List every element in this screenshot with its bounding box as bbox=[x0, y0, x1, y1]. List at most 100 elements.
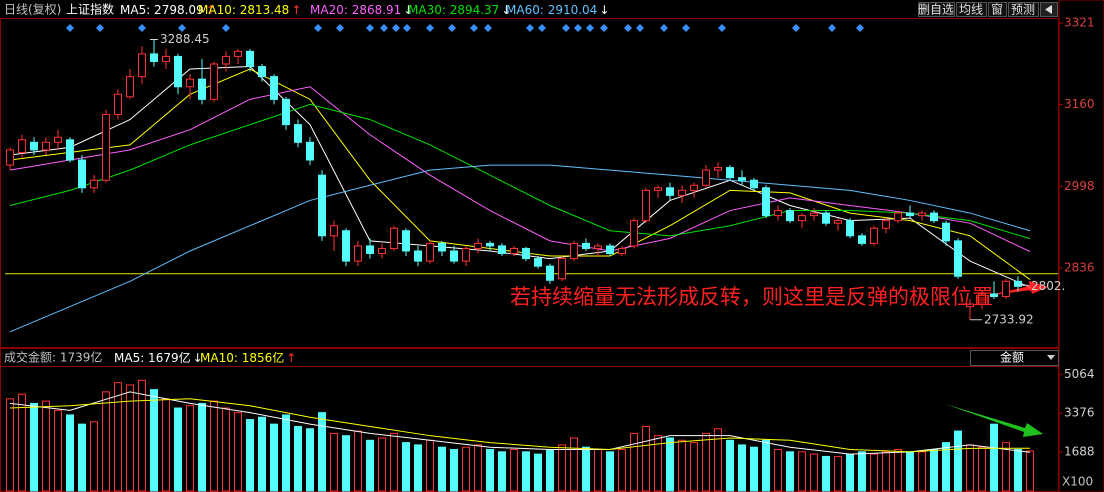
candle-body bbox=[642, 189, 650, 222]
high-label: 3288.45 bbox=[160, 32, 210, 46]
legend-arrow: ↑ bbox=[206, 3, 216, 17]
toolbar-label[interactable]: 窗 bbox=[991, 3, 1003, 17]
toolbar-button[interactable] bbox=[1008, 2, 1039, 17]
candle-body bbox=[1002, 280, 1010, 297]
signal-diamond bbox=[484, 24, 492, 32]
toolbar-button[interactable] bbox=[956, 2, 987, 17]
low-label: 2733.92 bbox=[984, 312, 1034, 326]
ma-line bbox=[9, 164, 1031, 333]
toolbar-label[interactable]: 均线 bbox=[959, 3, 983, 17]
volume-bar bbox=[594, 449, 602, 492]
candle-body bbox=[714, 167, 722, 171]
signal-diamond bbox=[403, 24, 411, 32]
volume-bar bbox=[102, 391, 110, 492]
volume-bar bbox=[342, 435, 350, 492]
signal-diamond bbox=[470, 24, 478, 32]
candle-body bbox=[858, 235, 866, 244]
candle-body bbox=[66, 139, 74, 161]
candle-body bbox=[438, 242, 446, 252]
signal-diamond bbox=[66, 24, 74, 32]
signal-diamond bbox=[660, 24, 668, 32]
signal-diamond bbox=[792, 24, 800, 32]
candle-body bbox=[774, 210, 782, 217]
volume-bar bbox=[1026, 450, 1034, 492]
signal-diamond bbox=[682, 24, 690, 32]
candle-body bbox=[606, 245, 614, 255]
volume-bar bbox=[510, 449, 518, 492]
volume-bar bbox=[438, 446, 446, 492]
ma-line bbox=[9, 391, 1031, 455]
candle-body bbox=[462, 247, 470, 262]
candle-body bbox=[138, 53, 146, 78]
volume-bar bbox=[546, 449, 554, 492]
candle-body bbox=[522, 247, 530, 260]
volume-bar bbox=[462, 446, 470, 492]
candle-body bbox=[150, 53, 158, 62]
volume-bar bbox=[306, 428, 314, 492]
legend-entry: MA10: 1856亿 ↑ bbox=[200, 350, 296, 365]
candle-body bbox=[246, 50, 254, 68]
candle-body bbox=[786, 210, 794, 222]
volume-bar bbox=[78, 423, 86, 492]
candle-body bbox=[318, 174, 326, 237]
signal-diamond bbox=[178, 24, 186, 32]
toolbar-label[interactable]: 删自选 bbox=[918, 3, 954, 17]
y-tick-label: 3376 bbox=[1064, 406, 1095, 420]
legend-text: MA30: 2894.37 bbox=[408, 3, 499, 17]
candle-body bbox=[30, 141, 38, 151]
candle-body bbox=[42, 141, 50, 151]
volume-bar bbox=[654, 435, 662, 492]
volume-bar bbox=[42, 400, 50, 492]
candle-body bbox=[78, 159, 86, 189]
volume-bar bbox=[678, 439, 686, 492]
volume-bar bbox=[846, 453, 854, 492]
selector-label[interactable]: 金额 bbox=[1000, 350, 1024, 365]
candle-body bbox=[546, 265, 554, 281]
candle-body bbox=[198, 78, 206, 100]
candle-body bbox=[222, 55, 230, 65]
candle-body bbox=[1026, 284, 1034, 287]
candle-body bbox=[834, 220, 842, 224]
legend-arrow: ↑ bbox=[286, 351, 296, 365]
legend-entry: MA10: 2813.48 ↑ bbox=[198, 3, 301, 17]
volume-bar bbox=[930, 449, 938, 492]
candle-body bbox=[282, 98, 290, 126]
signal-diamond bbox=[718, 24, 726, 32]
candle-body bbox=[894, 212, 902, 222]
selector[interactable] bbox=[970, 350, 1059, 366]
volume-bar bbox=[1002, 442, 1010, 492]
toolbar-label[interactable]: 预测 bbox=[1011, 3, 1035, 17]
volume-bar bbox=[126, 384, 134, 492]
volume-bar bbox=[558, 444, 566, 492]
candle-body bbox=[294, 124, 302, 143]
y-tick-label: 2836 bbox=[1064, 261, 1095, 275]
candle-body bbox=[534, 258, 542, 267]
signal-diamond bbox=[574, 24, 582, 32]
y-tick-label: 3160 bbox=[1064, 97, 1095, 111]
volume-bar bbox=[690, 442, 698, 492]
toolbar-button[interactable] bbox=[918, 2, 955, 17]
volume-bar bbox=[30, 402, 38, 492]
volume-bar bbox=[366, 439, 374, 492]
candle-body bbox=[234, 50, 242, 57]
signal-diamond bbox=[222, 24, 230, 32]
legend-arrow: ↓ bbox=[501, 3, 511, 17]
candle-body bbox=[54, 136, 62, 143]
legend-arrow: ↑ bbox=[291, 3, 301, 17]
candle-body bbox=[570, 242, 578, 260]
volume-bar bbox=[318, 412, 326, 492]
volume-bar bbox=[114, 382, 122, 492]
volume-bar bbox=[222, 407, 230, 492]
volume-bar bbox=[726, 439, 734, 492]
candle-body bbox=[582, 242, 590, 249]
volume-bar bbox=[294, 425, 302, 492]
toolbar-button[interactable] bbox=[988, 2, 1007, 17]
volume-bar bbox=[786, 451, 794, 492]
signal-diamond bbox=[526, 24, 534, 32]
candle-body bbox=[906, 212, 914, 217]
signal-diamond bbox=[366, 24, 374, 32]
volume-bar bbox=[270, 423, 278, 492]
candle-body bbox=[114, 93, 122, 116]
legend-text: MA10: 1856亿 bbox=[200, 350, 284, 365]
candle-body bbox=[930, 212, 938, 222]
